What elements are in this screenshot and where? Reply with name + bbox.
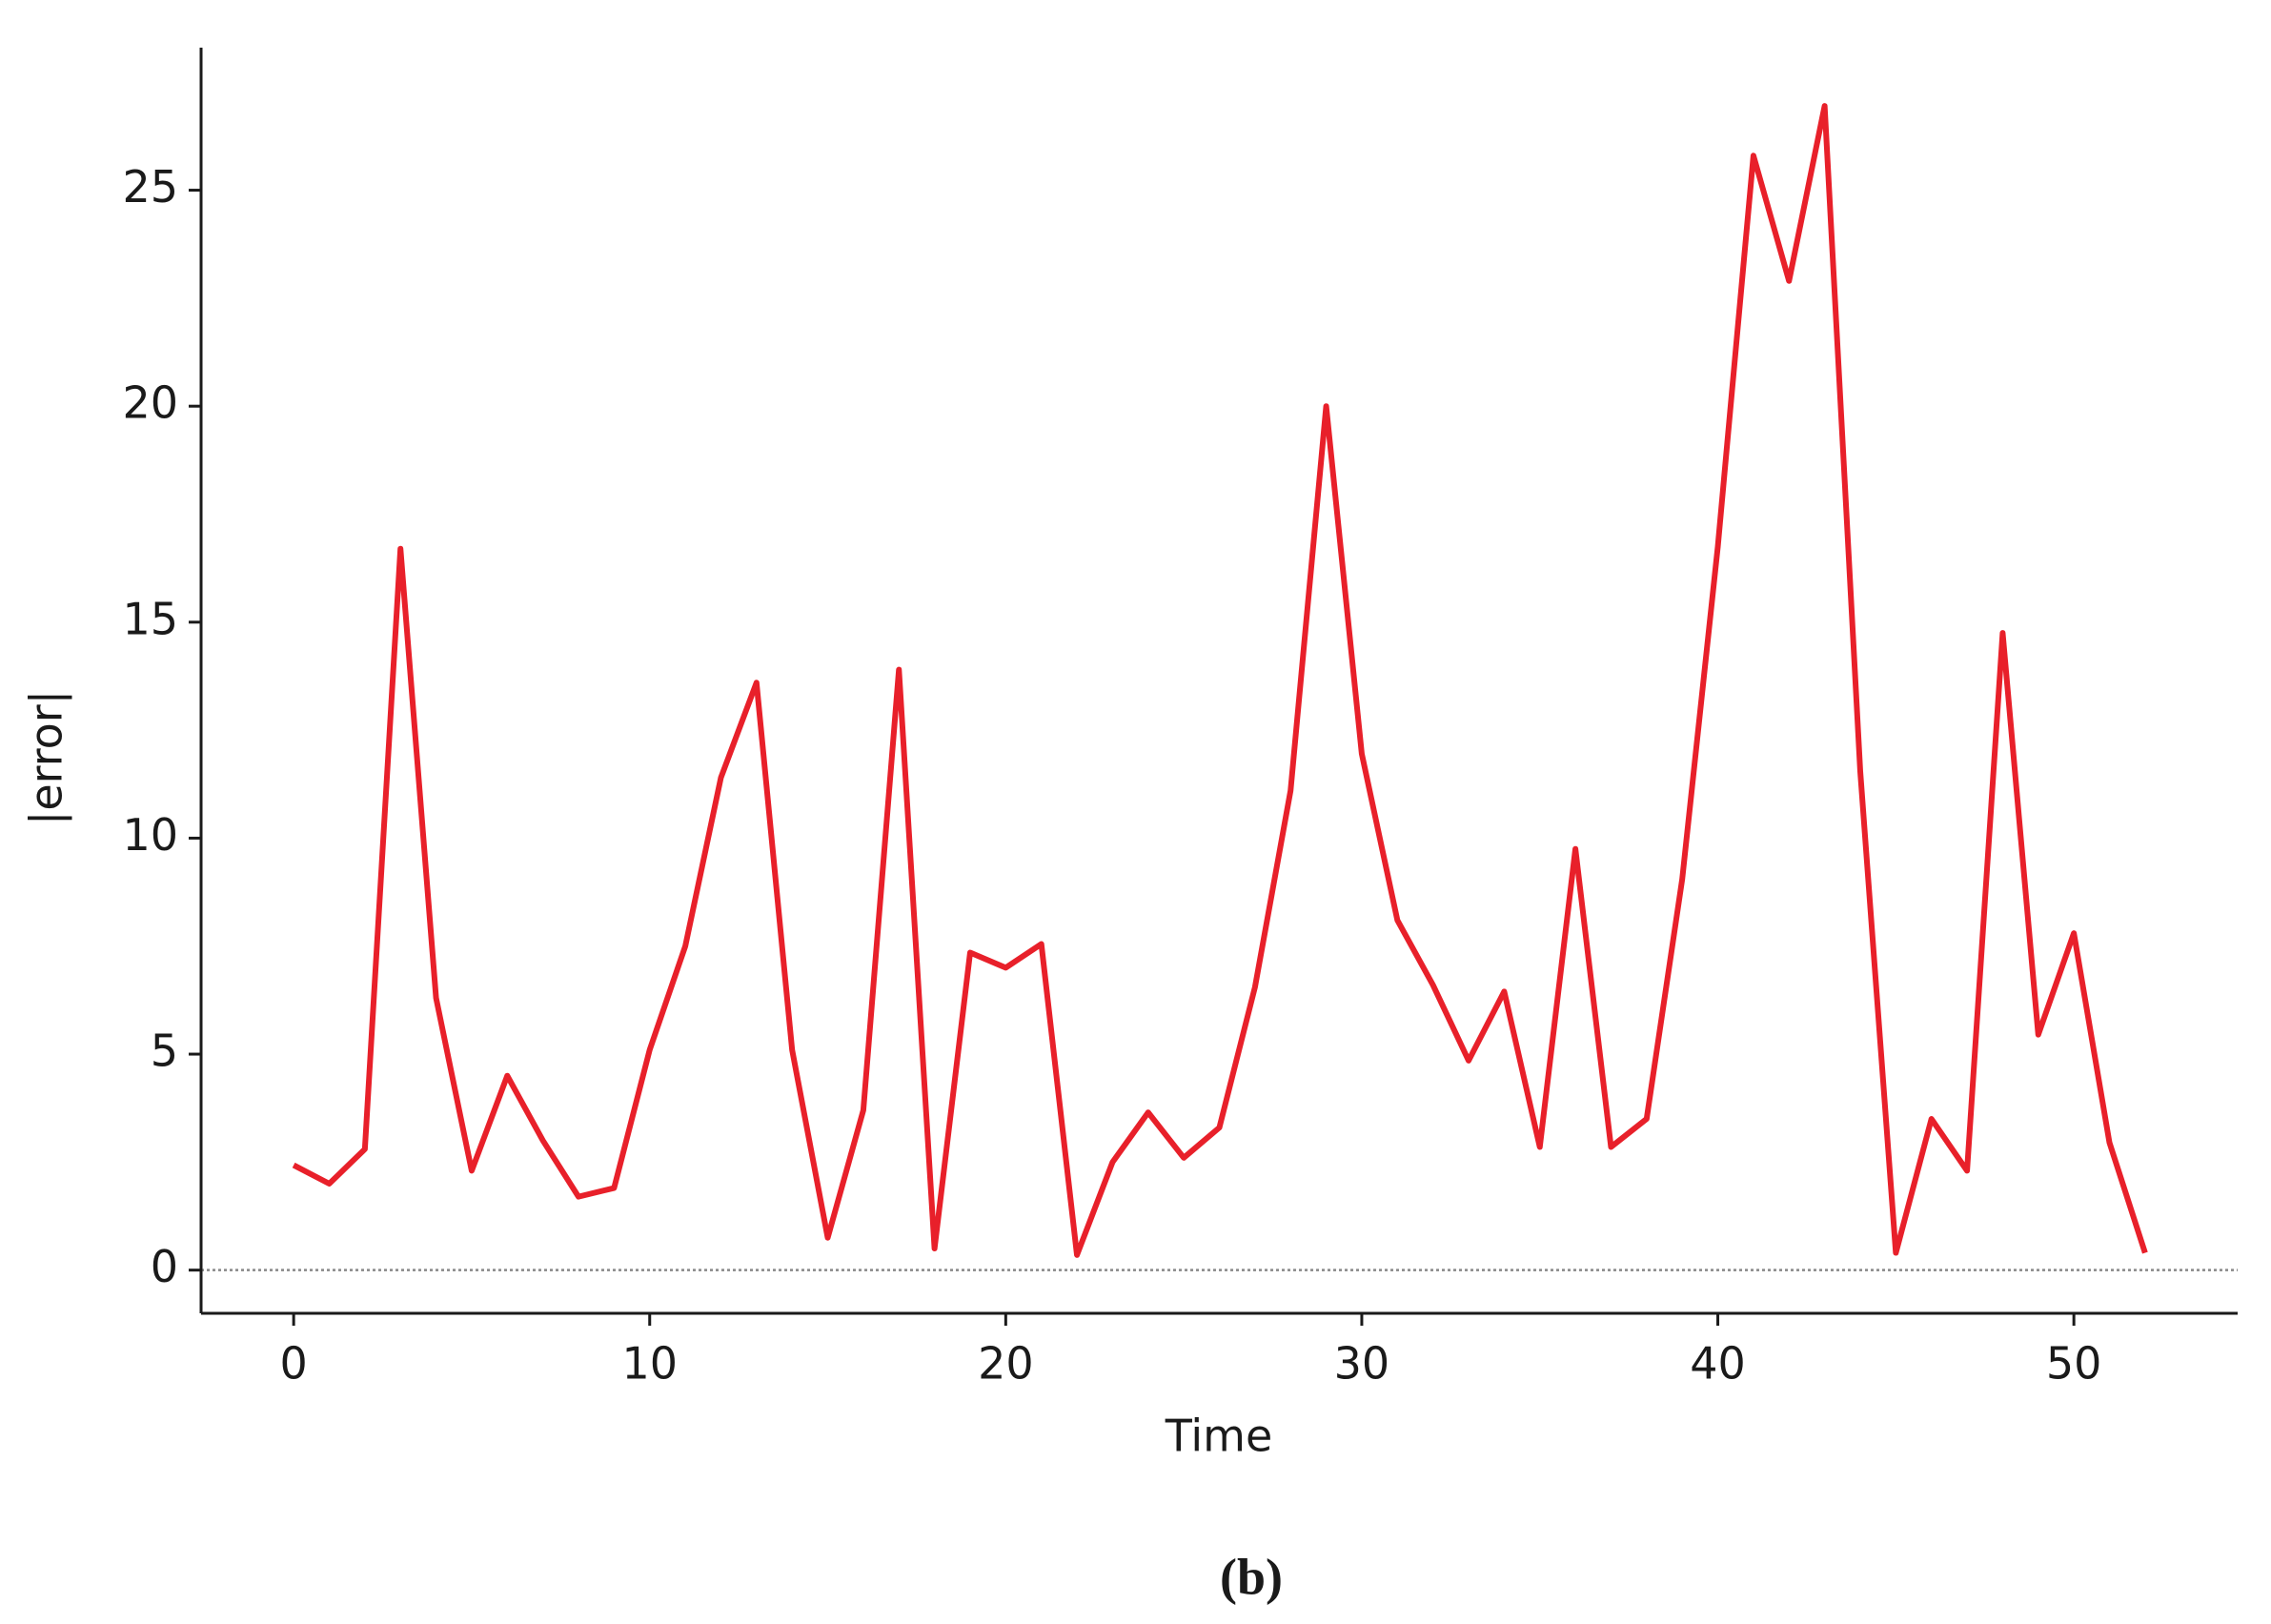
y-axis-label: |error|: [21, 690, 73, 825]
x-tick-label: 30: [1334, 1338, 1390, 1390]
x-tick-label: 10: [621, 1338, 678, 1390]
y-tick-label: 25: [122, 161, 178, 213]
y-tick-label: 20: [122, 377, 178, 429]
y-tick-label: 15: [122, 593, 178, 644]
x-tick-label: 40: [1690, 1338, 1746, 1390]
x-tick-label: 50: [2046, 1338, 2102, 1390]
y-tick-label: 10: [122, 809, 178, 861]
caption: (b): [1220, 1548, 1283, 1605]
x-tick-label: 20: [978, 1338, 1034, 1390]
data-line: [292, 103, 2148, 1258]
x-tick-label: 0: [279, 1338, 307, 1390]
y-tick-label: 0: [151, 1241, 178, 1292]
y-tick-label: 5: [151, 1025, 178, 1077]
x-axis-label: Time: [1165, 1411, 1273, 1462]
